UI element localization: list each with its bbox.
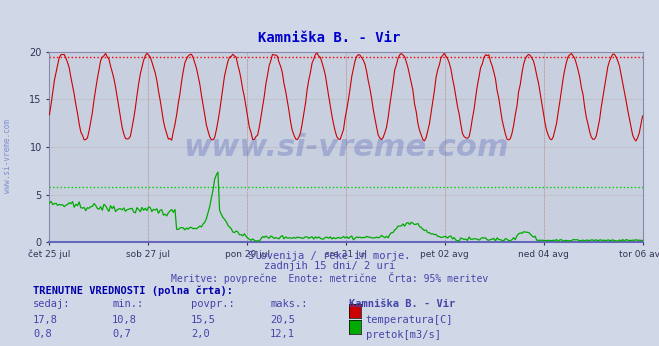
Text: sedaj:: sedaj: [33,299,71,309]
Text: www.si-vreme.com: www.si-vreme.com [3,119,13,193]
Text: temperatura[C]: temperatura[C] [366,315,453,325]
Text: pretok[m3/s]: pretok[m3/s] [366,330,441,340]
Text: min.:: min.: [112,299,143,309]
Text: Kamniška B. - Vir: Kamniška B. - Vir [349,299,455,309]
Text: 0,7: 0,7 [112,329,130,339]
Text: Kamniška B. - Vir: Kamniška B. - Vir [258,31,401,45]
Text: povpr.:: povpr.: [191,299,235,309]
Text: Slovenija / reke in morje.: Slovenija / reke in morje. [248,251,411,261]
Text: 12,1: 12,1 [270,329,295,339]
Text: zadnjih 15 dni/ 2 uri: zadnjih 15 dni/ 2 uri [264,261,395,271]
Text: maks.:: maks.: [270,299,308,309]
Text: 17,8: 17,8 [33,315,58,325]
Text: 10,8: 10,8 [112,315,137,325]
Text: 0,8: 0,8 [33,329,51,339]
Text: Meritve: povprečne  Enote: metrične  Črta: 95% meritev: Meritve: povprečne Enote: metrične Črta:… [171,272,488,284]
Text: 2,0: 2,0 [191,329,210,339]
Text: TRENUTNE VREDNOSTI (polna črta):: TRENUTNE VREDNOSTI (polna črta): [33,285,233,296]
Text: www.si-vreme.com: www.si-vreme.com [183,133,509,162]
Text: 20,5: 20,5 [270,315,295,325]
Text: 15,5: 15,5 [191,315,216,325]
